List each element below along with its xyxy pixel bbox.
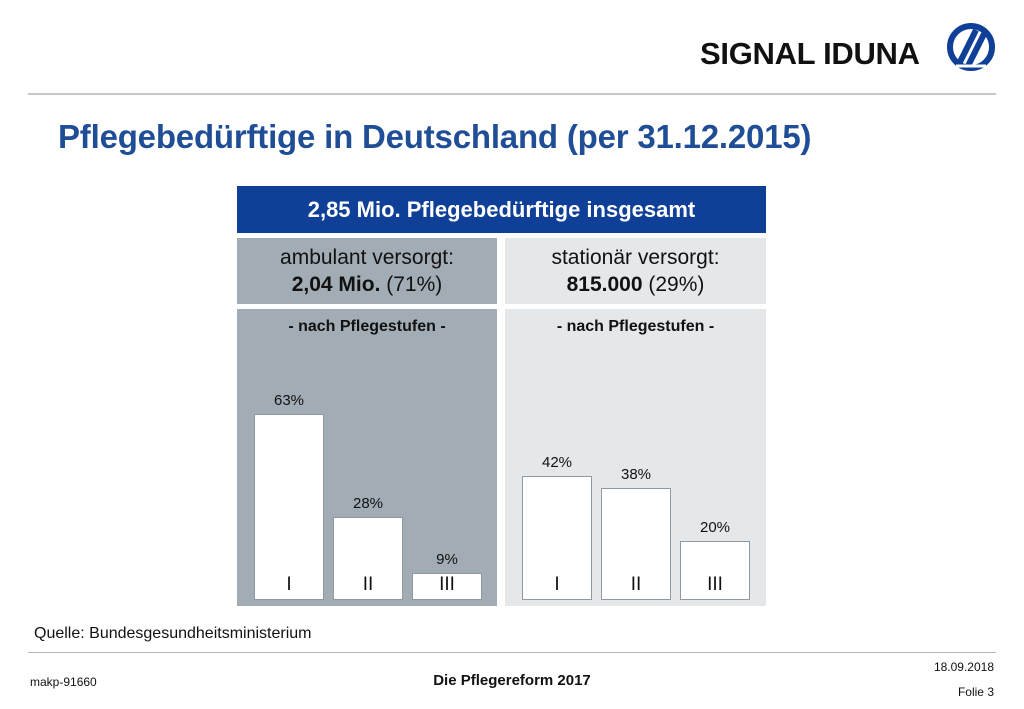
bar-category-label: I [286,574,292,595]
ambulant-header: ambulant versorgt: 2,04 Mio. (71%) [237,238,497,304]
bar-value-label: 42% [541,454,573,471]
bar-stationaer-I [522,476,592,600]
bar-category-label: II [630,574,642,595]
stationaer-header: stationär versorgt: 815.000 (29%) [505,238,766,304]
bar-value-label: 20% [699,519,731,536]
ambulant-label: ambulant versorgt: [280,246,454,269]
bottom-divider [28,652,996,653]
source-note: Quelle: Bundesgesundheitsministerium [34,625,312,642]
footer-slide-number: Folie 3 [957,685,994,699]
bar-stationaer-III [680,541,750,600]
bar-value-label: 63% [273,392,305,409]
bar-ambulant-I [254,414,324,600]
bar-value-label: 38% [620,466,652,483]
stationaer-subtitle: - nach Pflegestufen - [556,318,715,335]
footer-title: Die Pflegereform 2017 [433,672,591,689]
ambulant-share: (71%) [386,273,443,296]
bar-category-label: III [707,574,723,595]
stationaer-share: (29%) [648,273,705,296]
total-banner: 2,85 Mio. Pflegebedürftige insgesamt [237,186,766,233]
bar-value-label: 28% [352,495,384,512]
logo-text: SIGNAL IDUNA [700,36,920,71]
bar-category-label: I [554,574,560,595]
bar-value-label: 9% [436,551,458,568]
ambulant-subtitle: - nach Pflegestufen - [288,318,446,335]
stationaer-label: stationär versorgt: [551,246,720,269]
footer-date: 18.09.2018 [933,660,994,674]
bar-category-label: III [439,574,455,595]
bar-category-label: II [362,574,374,595]
footer-id: makp-91660 [30,675,97,689]
stationaer-value: 815.000 [566,273,643,296]
ambulant-value: 2,04 Mio. [291,273,381,296]
bar-ambulant-III [412,573,482,600]
top-divider [28,93,996,95]
signal-iduna-logo-icon [946,22,996,77]
bar-stationaer-II [601,488,671,600]
page-title: Pflegebedürftige in Deutschland (per 31.… [58,118,812,155]
bar-ambulant-II [333,517,403,600]
